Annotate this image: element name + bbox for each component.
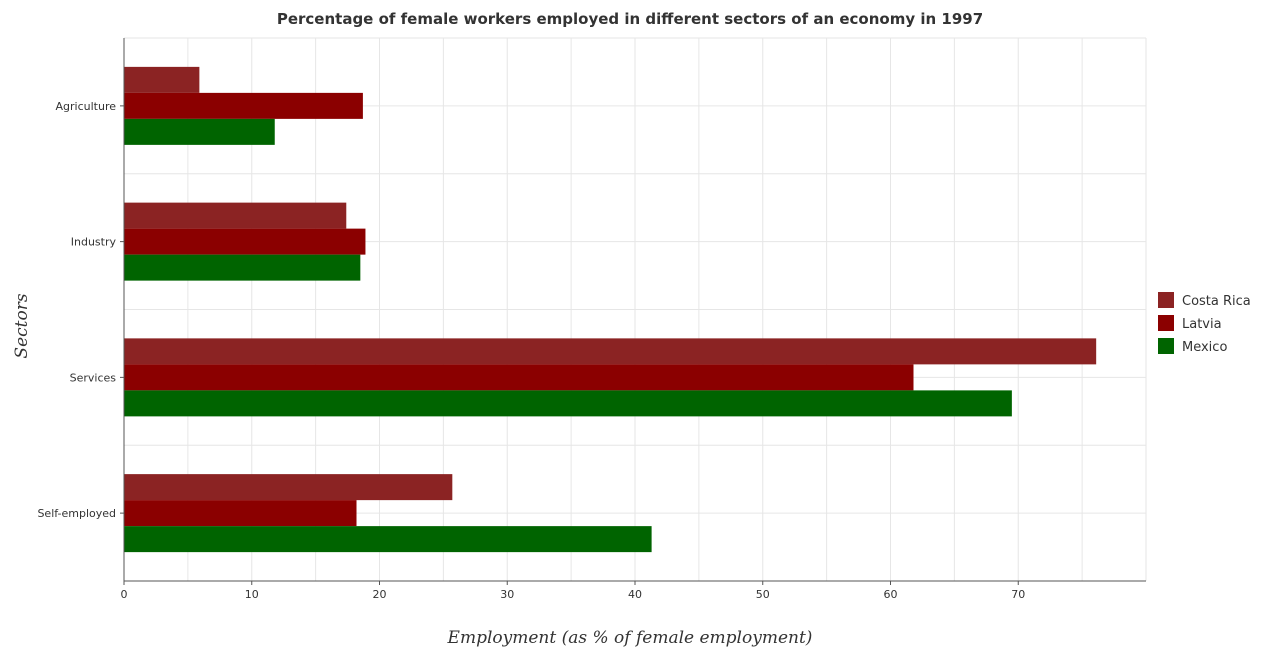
bar-latvia-self-employed [124,500,357,527]
y-tick-label: Industry [71,236,117,249]
x-tick-label: 70 [1011,588,1025,601]
bar-latvia-agriculture [124,92,363,119]
x-tick-label: 60 [884,588,898,601]
bar-costa-rica-agriculture [124,66,200,93]
bar-latvia-industry [124,228,366,255]
x-tick-label: 50 [756,588,770,601]
legend-swatch [1158,292,1174,308]
legend-swatch [1158,315,1174,331]
bar-latvia-services [124,364,914,391]
legend-swatch [1158,338,1174,354]
bar-mexico-services [124,390,1012,417]
x-axis-label: Employment (as % of female employment) [447,628,813,648]
bar-mexico-agriculture [124,118,275,145]
bar-costa-rica-industry [124,202,347,229]
axes: Agriculture Industry Services Self-employed… [37,38,1146,601]
x-tick-label: 20 [373,588,387,601]
x-tick-label: 0 [121,588,128,601]
x-tick-label: 30 [500,588,514,601]
bar-costa-rica-self-employed [124,474,453,501]
bar-costa-rica-services [124,338,1097,365]
y-tick-label: Agriculture [56,100,117,113]
y-tick-label: Self-employed [37,507,116,520]
bar-mexico-self-employed [124,526,652,553]
legend: Costa Rica Latvia Mexico [1158,292,1251,355]
legend-label: Costa Rica [1182,294,1251,309]
bars [124,66,1097,553]
x-tick-label: 40 [628,588,642,601]
x-tick-label: 10 [245,588,259,601]
y-axis-label: Sectors [12,293,32,358]
y-tick-label: Services [70,371,117,384]
bar-mexico-industry [124,254,361,281]
legend-label: Latvia [1182,317,1222,332]
chart-title: Percentage of female workers employed in… [277,10,983,28]
legend-label: Mexico [1182,340,1227,355]
